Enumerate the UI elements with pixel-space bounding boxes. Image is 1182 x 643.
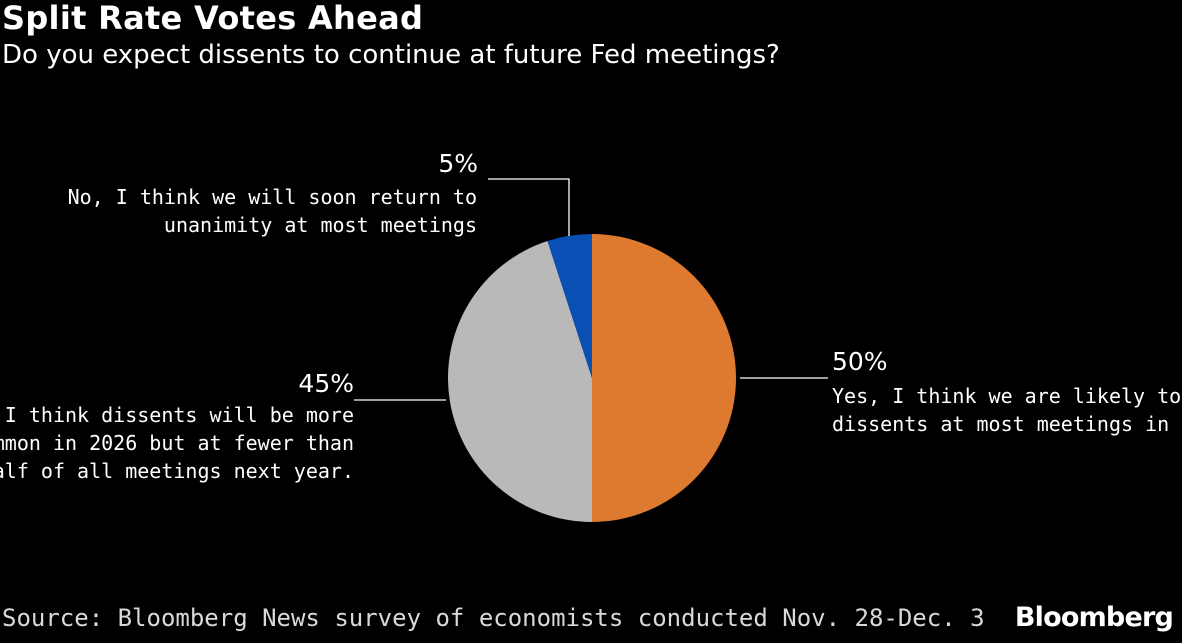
slice-category-label: half of all meetings next year.: [0, 459, 354, 483]
pie-slice: [547, 234, 592, 378]
source-note: Source: Bloomberg News survey of economi…: [2, 604, 985, 632]
chart-title: Split Rate Votes Ahead: [2, 0, 424, 37]
slice-category-label: Yes, I think dissents will be more: [0, 403, 354, 427]
slice-category-label: common in 2026 but at fewer than: [0, 431, 354, 455]
bloomberg-logo: Bloomberg: [1014, 602, 1174, 633]
slice-category-label: Yes, I think we are likely to see: [832, 384, 1182, 408]
slice-value-label: 50%: [832, 347, 888, 376]
slice-value-label: 45%: [298, 369, 354, 398]
slice-category-label: No, I think we will soon return to: [68, 185, 477, 209]
leader-line: [488, 178, 570, 236]
pie-slice: [592, 234, 736, 522]
slice-value-label: 5%: [438, 149, 478, 178]
slice-category-label: unanimity at most meetings: [164, 213, 477, 237]
chart-subtitle: Do you expect dissents to continue at fu…: [2, 40, 780, 70]
pie-slice: [448, 241, 592, 523]
slice-category-label: dissents at most meetings in 2026: [832, 412, 1182, 436]
pie-chart: 50% Yes, I think we are likely to see diss…: [0, 149, 1182, 523]
